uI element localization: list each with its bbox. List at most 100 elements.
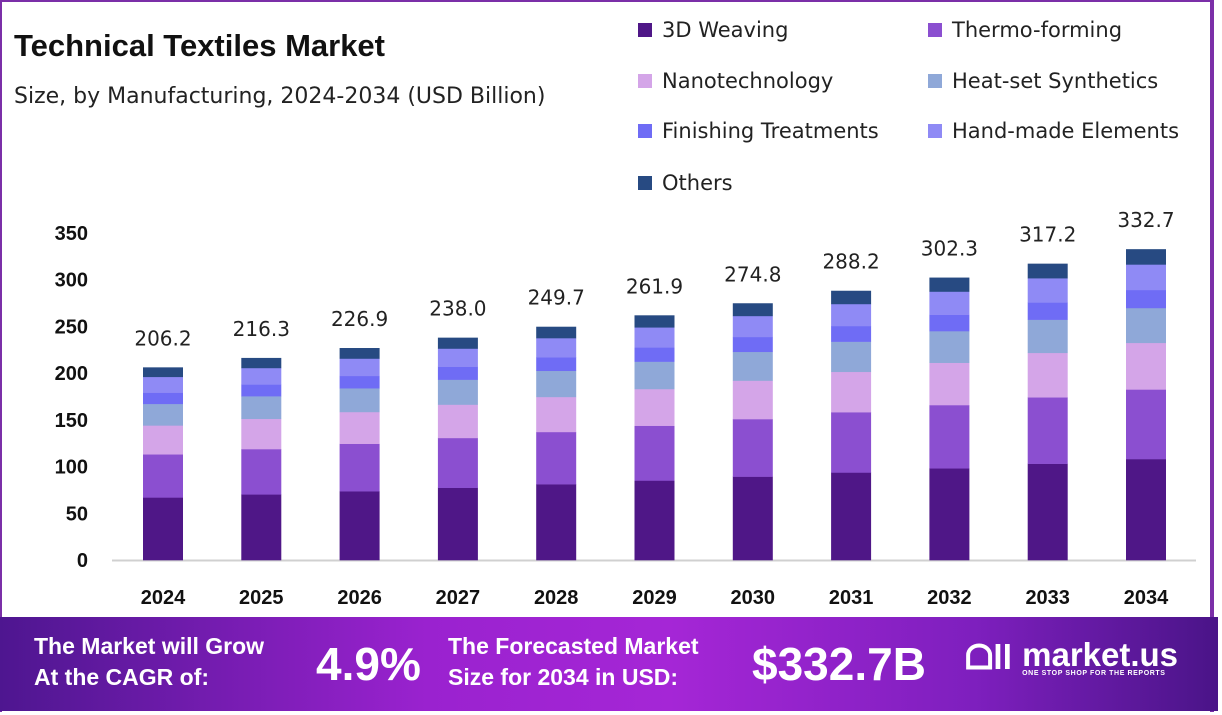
bar-segment-thermo-forming <box>339 443 380 492</box>
forecast-label-line2: Size for 2034 in USD: <box>448 664 679 690</box>
y-tick-label: 200 <box>55 363 88 385</box>
bar-segment-hand-made-elements <box>929 291 970 315</box>
legend-label: Thermo-forming <box>952 18 1123 42</box>
y-tick-label: 250 <box>55 316 88 338</box>
cagr-label: The Market will Grow At the CAGR of: <box>34 631 264 693</box>
legend-label: Others <box>662 171 733 195</box>
bar-segment-nanotechnology <box>339 411 380 444</box>
bar-segment-3d-weaving <box>634 480 675 561</box>
bar-segment-hand-made-elements <box>1126 264 1166 291</box>
bar-segment-heat-set-synthetics <box>536 370 577 398</box>
total-label: 302.3 <box>921 237 978 261</box>
x-tick-label: 2024 <box>141 587 186 609</box>
bar-segment-nanotechnology <box>1126 342 1166 390</box>
bar-segment-3d-weaving <box>339 491 380 561</box>
x-tick-label: 2034 <box>1124 587 1169 609</box>
bar-segment-hand-made-elements <box>536 338 577 358</box>
y-tick-label: 300 <box>55 270 88 292</box>
legend-item-3d-weaving: 3D Weaving <box>638 18 788 42</box>
bar-segment-3d-weaving <box>536 484 577 561</box>
bar-segment-thermo-forming <box>536 431 577 485</box>
stacked-bar-chart: 0 50 100 150 200 250 300 350 206.2 2024 216.3 2025 2… <box>55 208 1196 609</box>
bar-segment-finishing-treatments <box>634 347 675 362</box>
bar-segment-thermo-forming <box>732 419 773 477</box>
legend-label: Heat-set Synthetics <box>952 69 1159 93</box>
bar-segment-heat-set-synthetics <box>1126 307 1166 344</box>
legend-swatch <box>638 176 652 190</box>
total-label: 238.0 <box>429 297 486 321</box>
bar-segment-others <box>143 367 183 378</box>
legend-label: Finishing Treatments <box>662 119 879 143</box>
bar-segment-hand-made-elements <box>831 303 872 327</box>
bar-segment-nanotechnology <box>437 404 478 439</box>
y-tick-label: 50 <box>66 503 88 525</box>
bar-segment-finishing-treatments <box>831 325 872 342</box>
logo-name: market.us <box>1022 636 1179 673</box>
logo-tagline: ONE STOP SHOP FOR THE REPORTS <box>1022 670 1166 677</box>
bar-segment-finishing-treatments <box>437 366 478 380</box>
bar-segment-others <box>339 348 380 359</box>
total-label: 226.9 <box>331 307 388 331</box>
cagr-value: 4.9% <box>316 638 421 690</box>
summary-banner: The Market will Grow At the CAGR of: 4.9… <box>0 617 1218 711</box>
x-tick-label: 2030 <box>731 587 776 609</box>
forecast-value: $332.7B <box>752 638 926 690</box>
bar-segment-others <box>732 303 773 317</box>
bar-segment-3d-weaving <box>1126 459 1166 561</box>
bar-segment-hand-made-elements <box>1027 278 1068 303</box>
bar-segment-heat-set-synthetics <box>732 351 773 381</box>
bar-segment-finishing-treatments <box>143 392 183 405</box>
total-label: 216.3 <box>233 317 290 341</box>
x-tick-label: 2033 <box>1025 587 1070 609</box>
bar-segment-finishing-treatments <box>1126 289 1166 309</box>
bar-segment-thermo-forming <box>929 405 970 469</box>
bar-segment-3d-weaving <box>732 476 773 561</box>
bar-segment-thermo-forming <box>1126 389 1166 460</box>
total-label: 261.9 <box>626 274 683 298</box>
x-tick-label: 2026 <box>337 587 382 609</box>
x-tick-label: 2028 <box>534 587 579 609</box>
legend-swatch <box>928 124 942 138</box>
x-tick-label: 2027 <box>436 587 481 609</box>
legend-item-finishing-treatments: Finishing Treatments <box>638 119 879 143</box>
bar-segment-hand-made-elements <box>339 358 380 377</box>
bar-segment-finishing-treatments <box>241 384 282 397</box>
x-tick-label: 2031 <box>829 587 874 609</box>
legend-label: Nanotechnology <box>662 69 834 93</box>
total-label: 206.2 <box>134 326 191 350</box>
bar-segment-finishing-treatments <box>536 357 577 372</box>
bar-segment-finishing-treatments <box>732 336 773 353</box>
bar-segment-finishing-treatments <box>339 375 380 389</box>
bar-segment-heat-set-synthetics <box>339 388 380 413</box>
bar-segment-hand-made-elements <box>732 315 773 338</box>
bar-segment-hand-made-elements <box>634 327 675 348</box>
bar-segment-thermo-forming <box>1027 397 1068 464</box>
legend-swatch <box>638 23 652 37</box>
bar-segment-nanotechnology <box>634 388 675 426</box>
cagr-label-line2: At the CAGR of: <box>34 664 210 690</box>
x-tick-label: 2029 <box>632 587 677 609</box>
bar-segment-3d-weaving <box>241 494 282 561</box>
bar-segment-others <box>437 337 478 349</box>
legend-swatch <box>638 124 652 138</box>
bar-segment-hand-made-elements <box>437 348 478 367</box>
legend-item-hand-made-elements: Hand-made Elements <box>928 119 1179 143</box>
legend-item-others: Others <box>638 171 733 195</box>
bar-segment-hand-made-elements <box>143 376 183 393</box>
bar-segment-others <box>1126 249 1166 265</box>
bar-segment-finishing-treatments <box>1027 302 1068 320</box>
bar-segment-nanotechnology <box>143 425 183 455</box>
bar-segment-others <box>634 315 675 328</box>
legend-label: Hand-made Elements <box>952 119 1180 143</box>
bar-segment-3d-weaving <box>143 497 183 561</box>
market-us-logo: ᗝll market.us ONE STOP SHOP FOR THE REPO… <box>965 636 1179 678</box>
bar-segment-nanotechnology <box>536 396 577 433</box>
logo-icon: ᗝll <box>965 639 1013 677</box>
bar-segment-heat-set-synthetics <box>143 403 183 426</box>
chart-title: Technical Textiles Market <box>14 28 386 63</box>
legend-item-thermo-forming: Thermo-forming <box>928 18 1122 42</box>
legend-item-heat-set-synthetics: Heat-set Synthetics <box>928 69 1158 93</box>
bar-segment-heat-set-synthetics <box>929 331 970 363</box>
bar-segment-others <box>1027 263 1068 279</box>
